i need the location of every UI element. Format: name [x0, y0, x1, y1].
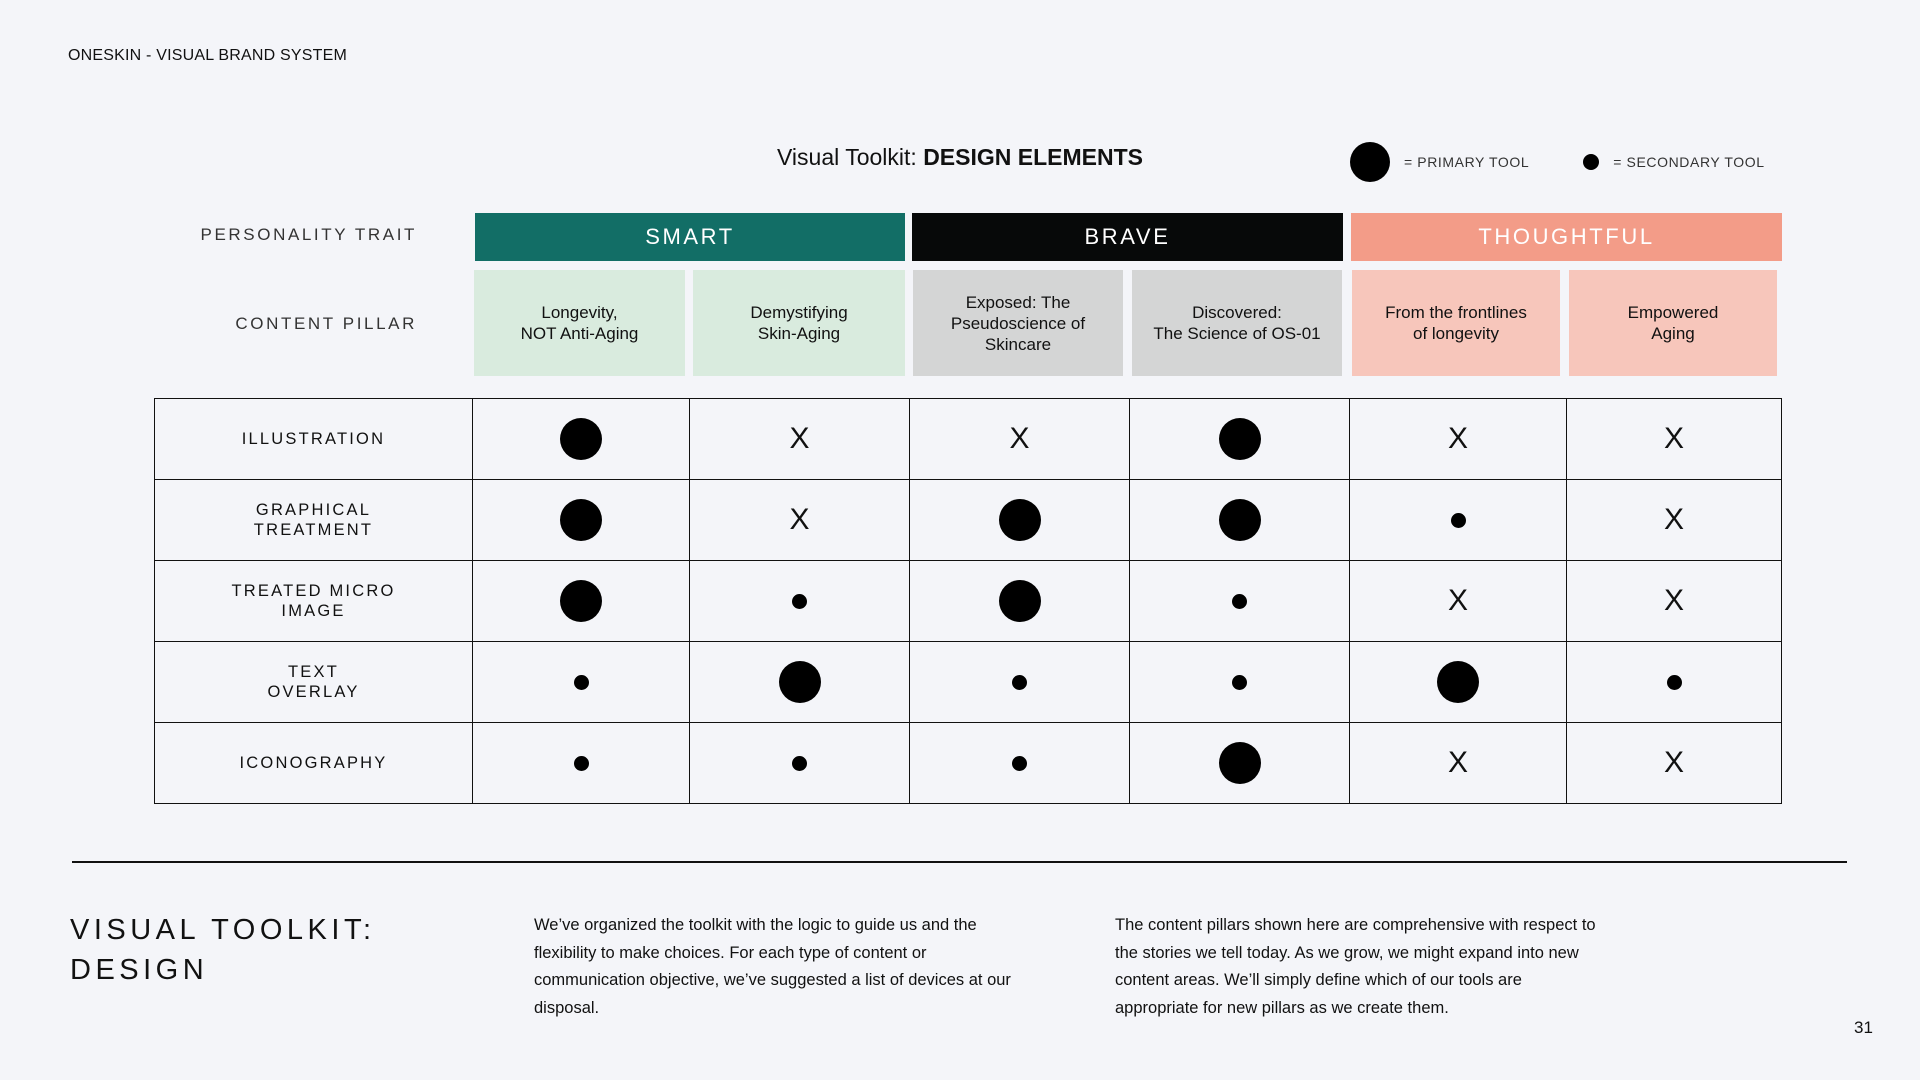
- matrix-cell: [1129, 722, 1350, 804]
- matrix-cell: [1566, 641, 1782, 723]
- secondary-tool-dot-icon: [1012, 674, 1027, 690]
- primary-tool-dot-icon: [778, 661, 821, 703]
- matrix-cell: X: [1349, 722, 1567, 804]
- brand-header: ONESKIN - VISUAL BRAND SYSTEM: [68, 47, 348, 64]
- not-used-x-icon: X: [789, 422, 810, 455]
- primary-tool-dot-icon: [1437, 661, 1479, 703]
- secondary-tool-dot-icon: [1666, 674, 1682, 690]
- not-used-x-icon: X: [1447, 584, 1468, 617]
- matrix-cell: X: [1566, 560, 1782, 642]
- content-pillar-label: CONTENT PILLAR: [235, 314, 417, 333]
- secondary-tool-dot-icon: [1232, 593, 1247, 609]
- matrix-cell: [1129, 398, 1350, 480]
- secondary-tool-dot-icon: [1012, 755, 1027, 771]
- matrix-cell: [472, 722, 690, 804]
- matrix-cell: [909, 722, 1130, 804]
- legend: = PRIMARY TOOL = SECONDARY TOOL: [1350, 142, 1765, 182]
- content-pillar-3: Exposed: The Pseudoscience of Skincare: [913, 270, 1123, 376]
- legend-primary-label: = PRIMARY TOOL: [1404, 154, 1530, 170]
- not-used-x-icon: X: [1663, 746, 1684, 779]
- content-pillar-5: From the frontlines of longevity: [1352, 270, 1560, 376]
- primary-tool-dot-icon: [998, 580, 1041, 622]
- primary-tool-dot-icon: [560, 499, 602, 541]
- row-header: ICONOGRAPHY: [154, 722, 473, 804]
- matrix-cell: [689, 560, 910, 642]
- matrix-cell: X: [1566, 479, 1782, 561]
- matrix-cell: [472, 398, 690, 480]
- page-title-prefix: Visual Toolkit:: [777, 144, 924, 170]
- primary-tool-dot-icon: [1218, 499, 1261, 541]
- personality-trait-label: PERSONALITY TRAIT: [200, 225, 417, 244]
- matrix-cell: [909, 479, 1130, 561]
- matrix-cell: [1129, 560, 1350, 642]
- footer-paragraph-2: The content pillars shown here are compr…: [1115, 916, 1596, 1017]
- row-header: GRAPHICAL TREATMENT: [154, 479, 473, 561]
- matrix-cell: [689, 722, 910, 804]
- matrix-cell: X: [909, 398, 1130, 480]
- matrix-cell: [909, 641, 1130, 723]
- secondary-tool-dot-icon: [792, 755, 807, 771]
- content-pillar-6: Empowered Aging: [1569, 270, 1777, 376]
- not-used-x-icon: X: [1663, 422, 1684, 455]
- matrix-cell: X: [1349, 560, 1567, 642]
- primary-tool-dot-icon: [1218, 742, 1261, 784]
- matrix-cell: X: [1349, 398, 1567, 480]
- matrix-cell: [472, 641, 690, 723]
- content-pillar-4: Discovered: The Science of OS-01: [1132, 270, 1342, 376]
- legend-secondary-label: = SECONDARY TOOL: [1613, 154, 1765, 170]
- secondary-tool-dot-icon: [1450, 512, 1466, 528]
- matrix-cell: [1349, 641, 1567, 723]
- not-used-x-icon: X: [1663, 503, 1684, 536]
- matrix-cell: X: [689, 398, 910, 480]
- page-number: 31: [1854, 1018, 1873, 1037]
- secondary-tool-dot-icon: [1583, 154, 1600, 170]
- table-row: GRAPHICAL TREATMENT X X: [154, 479, 1782, 561]
- matrix-cell: X: [689, 479, 910, 561]
- not-used-x-icon: X: [789, 503, 810, 536]
- page-title: Visual Toolkit: DESIGN ELEMENTS: [0, 144, 1920, 171]
- row-header: TEXT OVERLAY: [154, 641, 473, 723]
- trait-thoughtful: THOUGHTFUL: [1351, 213, 1782, 261]
- secondary-tool-dot-icon: [573, 674, 589, 690]
- row-header: ILLUSTRATION: [154, 398, 473, 480]
- table-row: ILLUSTRATION X X X X: [154, 398, 1782, 480]
- secondary-tool-dot-icon: [1232, 674, 1247, 690]
- secondary-tool-dot-icon: [792, 593, 807, 609]
- table-row: ICONOGRAPHY X X: [154, 722, 1782, 804]
- matrix-cell: [472, 560, 690, 642]
- matrix-cell: [1349, 479, 1567, 561]
- row-header: TREATED MICRO IMAGE: [154, 560, 473, 642]
- primary-tool-dot-icon: [998, 499, 1041, 541]
- not-used-x-icon: X: [1663, 584, 1684, 617]
- not-used-x-icon: X: [1447, 422, 1468, 455]
- primary-tool-dot-icon: [1350, 142, 1390, 182]
- primary-tool-dot-icon: [560, 580, 602, 622]
- matrix-cell: [472, 479, 690, 561]
- matrix-cell: [1129, 479, 1350, 561]
- matrix-cell: [909, 560, 1130, 642]
- section-divider: [72, 861, 1847, 863]
- matrix-cell: [1129, 641, 1350, 723]
- not-used-x-icon: X: [1009, 422, 1030, 455]
- content-pillar-2: Demystifying Skin-Aging: [693, 270, 905, 376]
- not-used-x-icon: X: [1447, 746, 1468, 779]
- matrix-cell: X: [1566, 722, 1782, 804]
- footer-title: VISUAL TOOLKIT: DESIGN: [70, 914, 376, 986]
- trait-brave: BRAVE: [912, 213, 1343, 261]
- trait-smart: SMART: [475, 213, 905, 261]
- content-pillar-1: Longevity, NOT Anti-Aging: [474, 270, 685, 376]
- secondary-tool-dot-icon: [573, 755, 589, 771]
- primary-tool-dot-icon: [1218, 418, 1261, 460]
- table-row: TREATED MICRO IMAGE X X: [154, 560, 1782, 642]
- matrix-cell: [689, 641, 910, 723]
- table-row: TEXT OVERLAY: [154, 641, 1782, 723]
- page-title-bold: DESIGN ELEMENTS: [923, 144, 1143, 170]
- design-elements-matrix: ILLUSTRATION X X X X GRAPHICAL TREATMENT X X TRE…: [154, 398, 1782, 804]
- footer-paragraph-1: We’ve organized the toolkit with the log…: [534, 916, 1011, 1017]
- matrix-cell: X: [1566, 398, 1782, 480]
- primary-tool-dot-icon: [560, 418, 602, 460]
